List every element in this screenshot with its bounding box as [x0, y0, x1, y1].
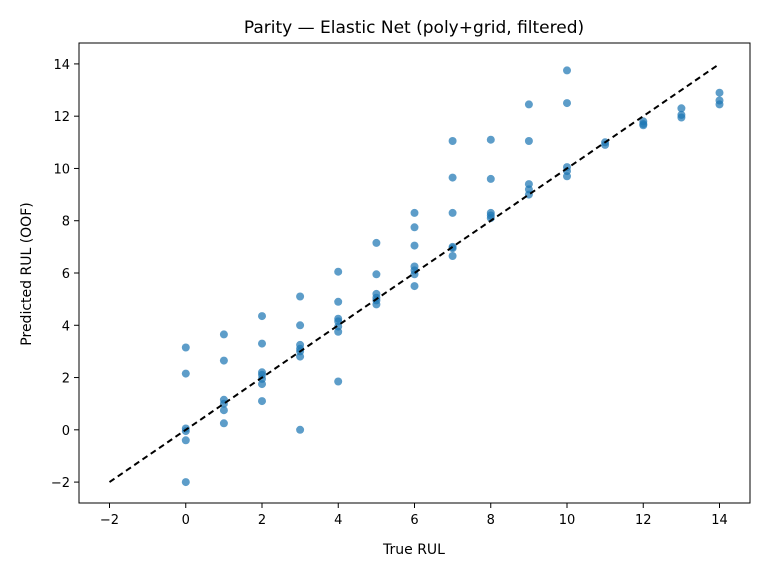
data-point [448, 252, 457, 260]
data-point [334, 327, 343, 336]
data-point [448, 173, 457, 182]
scatter-points [181, 66, 724, 487]
data-point [296, 352, 305, 361]
data-point [524, 100, 533, 109]
y-tick-label: 6 [62, 267, 70, 282]
data-point [219, 356, 228, 365]
x-tick-label: 14 [711, 513, 728, 528]
data-point [296, 292, 305, 301]
y-tick-label: 14 [53, 58, 70, 73]
data-point [372, 238, 381, 247]
data-point [296, 425, 305, 434]
x-tick-label: 0 [182, 513, 190, 528]
data-point [486, 135, 495, 144]
data-point [715, 88, 724, 97]
data-point [219, 330, 228, 339]
x-tick-label: 10 [559, 513, 576, 528]
chart-title: Parity — Elastic Net (poly+grid, filtere… [244, 18, 584, 38]
data-point [448, 244, 457, 253]
x-tick-label: 2 [258, 513, 266, 528]
data-point [715, 100, 724, 109]
data-point [601, 140, 610, 149]
data-point [563, 66, 571, 75]
data-point [258, 312, 266, 321]
y-tick-label: 2 [62, 372, 70, 387]
data-point [524, 137, 533, 145]
data-point [677, 104, 686, 113]
data-point [563, 99, 571, 108]
y-tick-label: 8 [62, 215, 70, 230]
data-point [181, 478, 190, 487]
data-point [448, 208, 457, 217]
data-point [181, 436, 190, 445]
data-point [219, 419, 228, 428]
y-tick-label: 10 [53, 162, 70, 177]
y-tick-label: 0 [62, 424, 70, 439]
data-point [258, 339, 266, 348]
x-tick-label: 8 [487, 513, 495, 528]
x-axis-label: True RUL [382, 542, 445, 558]
data-point [639, 121, 648, 130]
data-point [448, 137, 457, 145]
data-point [219, 406, 228, 415]
data-point [334, 297, 343, 306]
data-point [410, 223, 419, 232]
y-tick-label: −2 [51, 476, 70, 491]
plot-area: −2 0 2 4 6 8 10 12 14 −2 0 2 4 6 8 10 12 14 [51, 42, 751, 528]
data-point [410, 241, 419, 250]
data-point [334, 267, 343, 276]
data-point [372, 270, 381, 279]
data-point [410, 282, 419, 291]
data-point [296, 321, 305, 330]
y-tick-label: 12 [53, 110, 70, 125]
x-tick-label: 4 [334, 513, 342, 528]
data-point [372, 300, 381, 309]
data-point [258, 380, 266, 389]
x-tick-label: 6 [410, 513, 418, 528]
data-point [563, 172, 571, 181]
data-point [181, 369, 190, 378]
y-axis-label: Predicted RUL (OOF) [19, 202, 35, 345]
data-point [181, 343, 190, 352]
data-point [410, 208, 419, 217]
data-point [258, 397, 266, 406]
y-tick-label: 4 [62, 319, 70, 334]
x-tick-label: 12 [635, 513, 652, 528]
data-point [677, 113, 686, 122]
x-tick-label: −2 [100, 513, 119, 528]
parity-reference-line [108, 63, 721, 483]
data-point [486, 174, 495, 183]
data-point [334, 377, 343, 386]
